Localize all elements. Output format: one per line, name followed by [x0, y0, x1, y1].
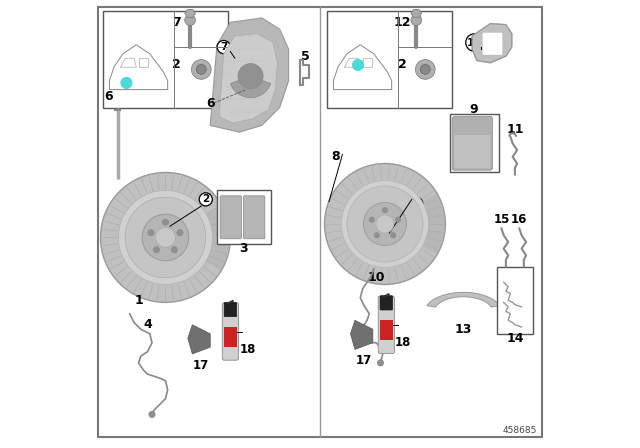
Polygon shape: [411, 9, 422, 17]
Circle shape: [415, 60, 435, 79]
Circle shape: [396, 217, 401, 222]
Text: 10: 10: [367, 271, 385, 284]
Polygon shape: [185, 9, 195, 17]
Text: 2: 2: [397, 58, 406, 72]
Text: 2: 2: [413, 199, 420, 209]
Polygon shape: [351, 320, 373, 349]
Circle shape: [121, 78, 132, 88]
Polygon shape: [220, 34, 278, 123]
Text: 14: 14: [506, 332, 524, 345]
Text: 18: 18: [239, 343, 255, 356]
Circle shape: [154, 247, 159, 253]
Text: 458685: 458685: [503, 426, 538, 435]
FancyBboxPatch shape: [217, 190, 271, 244]
Text: 4: 4: [143, 318, 152, 332]
FancyBboxPatch shape: [380, 320, 392, 340]
FancyBboxPatch shape: [482, 32, 503, 55]
Circle shape: [172, 247, 177, 253]
Text: 8: 8: [332, 150, 340, 164]
Text: 13: 13: [454, 323, 472, 336]
Circle shape: [191, 60, 211, 79]
Text: 17: 17: [356, 354, 372, 367]
Circle shape: [324, 164, 445, 284]
Text: 12: 12: [393, 16, 411, 29]
Wedge shape: [230, 76, 271, 98]
Text: 9: 9: [469, 103, 478, 116]
Wedge shape: [385, 194, 445, 254]
Circle shape: [163, 219, 168, 225]
Circle shape: [149, 411, 155, 418]
FancyBboxPatch shape: [224, 302, 237, 317]
Text: 7: 7: [172, 16, 181, 29]
Circle shape: [185, 15, 195, 26]
FancyBboxPatch shape: [220, 196, 242, 239]
Text: 6: 6: [206, 96, 214, 110]
Polygon shape: [427, 293, 500, 307]
Text: 12: 12: [467, 38, 482, 47]
Text: 6: 6: [104, 90, 113, 103]
Circle shape: [376, 215, 394, 233]
Text: 15: 15: [493, 213, 509, 226]
FancyBboxPatch shape: [103, 11, 228, 108]
FancyBboxPatch shape: [222, 303, 239, 360]
Circle shape: [390, 233, 396, 238]
Circle shape: [142, 214, 189, 261]
Text: 18: 18: [395, 336, 412, 349]
Circle shape: [382, 207, 388, 213]
Polygon shape: [472, 24, 512, 63]
Text: 2: 2: [202, 194, 209, 204]
Circle shape: [378, 360, 383, 366]
FancyBboxPatch shape: [497, 267, 533, 334]
FancyBboxPatch shape: [452, 116, 493, 170]
Circle shape: [196, 65, 206, 74]
Text: 7: 7: [220, 42, 227, 52]
Circle shape: [374, 233, 380, 238]
FancyBboxPatch shape: [378, 296, 394, 353]
Text: 3: 3: [239, 242, 248, 255]
Circle shape: [125, 197, 206, 278]
Circle shape: [364, 202, 406, 246]
Circle shape: [148, 229, 154, 236]
FancyBboxPatch shape: [454, 134, 491, 168]
Circle shape: [238, 64, 263, 89]
Text: 16: 16: [511, 213, 527, 226]
FancyBboxPatch shape: [380, 296, 392, 310]
Text: 2: 2: [172, 58, 181, 72]
Circle shape: [411, 15, 422, 26]
Polygon shape: [188, 325, 210, 354]
FancyBboxPatch shape: [450, 114, 499, 172]
FancyBboxPatch shape: [327, 11, 452, 108]
Circle shape: [118, 190, 212, 284]
Circle shape: [156, 228, 175, 247]
Circle shape: [369, 217, 374, 222]
FancyBboxPatch shape: [224, 327, 237, 347]
Circle shape: [347, 186, 423, 262]
Text: 5: 5: [301, 49, 310, 63]
Text: 11: 11: [506, 123, 524, 137]
FancyBboxPatch shape: [243, 196, 265, 239]
Circle shape: [342, 181, 428, 267]
Circle shape: [177, 229, 183, 236]
Polygon shape: [210, 18, 289, 132]
Text: 17: 17: [193, 358, 209, 372]
Circle shape: [353, 60, 364, 70]
FancyBboxPatch shape: [99, 7, 541, 437]
Text: 1: 1: [134, 293, 143, 307]
Circle shape: [100, 172, 230, 302]
Wedge shape: [165, 205, 230, 270]
Circle shape: [420, 65, 430, 74]
